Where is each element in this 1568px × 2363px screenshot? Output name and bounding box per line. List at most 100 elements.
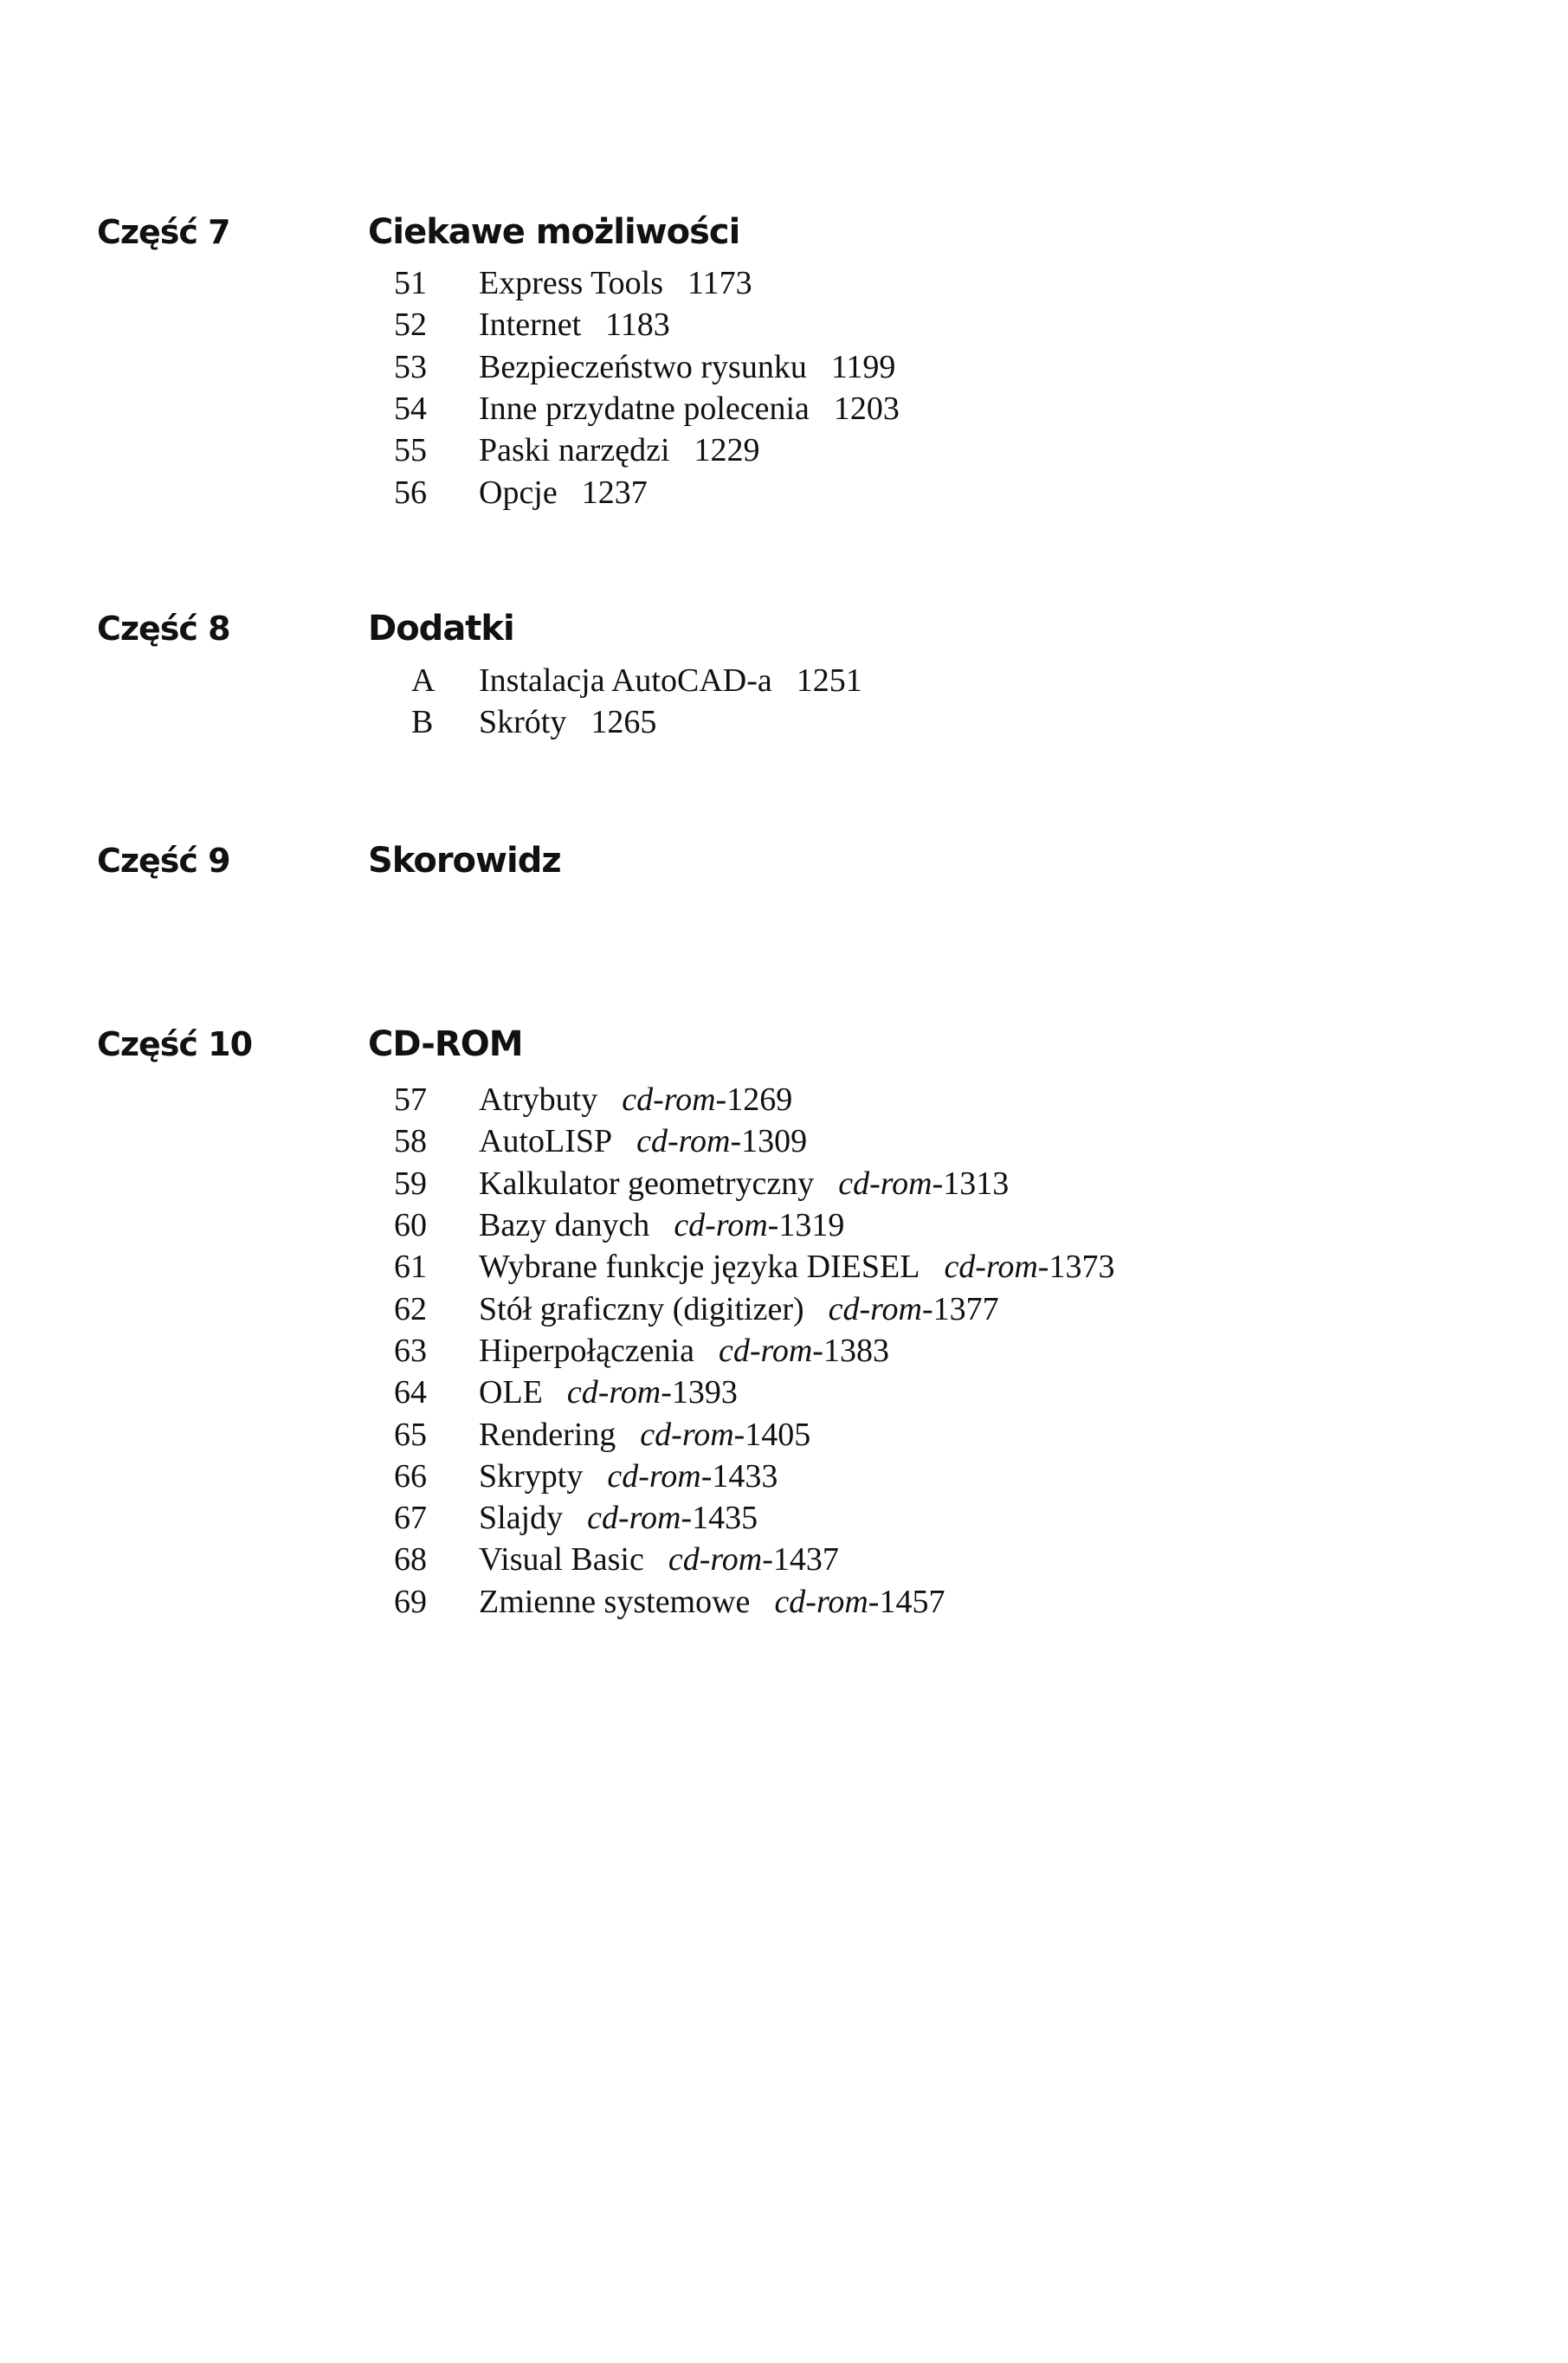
page-reference: cd-rom-1377 <box>829 1290 999 1328</box>
toc-entry: 62 Stół graficzny (digitizer) cd-rom-1377 <box>394 1288 1114 1329</box>
toc-entry: B Skróty 1265 <box>394 701 862 743</box>
page-number: 1203 <box>833 391 900 428</box>
chapter-title: OLE <box>479 1374 543 1411</box>
cd-rom-prefix: cd-rom- <box>674 1207 779 1244</box>
part-title: Dodatki <box>368 609 515 649</box>
page-reference: 1265 <box>590 703 656 741</box>
page-reference: cd-rom-1383 <box>719 1332 889 1370</box>
page-reference: cd-rom-1319 <box>674 1206 844 1244</box>
toc-entry: 66 Skrypty cd-rom-1433 <box>394 1456 1114 1497</box>
page-reference: 1199 <box>831 348 896 386</box>
toc-entry: 55 Paski narzędzi 1229 <box>394 429 900 471</box>
chapter-number: 61 <box>394 1249 427 1286</box>
chapter-title: Express Tools <box>479 265 664 302</box>
chapter-title: Bazy danych <box>479 1207 650 1244</box>
chapter-number: 62 <box>394 1290 427 1327</box>
page-reference: 1173 <box>687 264 752 302</box>
chapter-number: 56 <box>394 474 427 511</box>
page-reference: cd-rom-1309 <box>636 1122 807 1160</box>
chapter-title: Kalkulator geometryczny <box>479 1165 815 1202</box>
chapter-title: Slajdy <box>479 1500 564 1537</box>
chapter-number: 69 <box>394 1583 427 1620</box>
page-number: 1237 <box>581 474 648 511</box>
chapter-title: Paski narzędzi <box>479 432 670 469</box>
toc-entry: 58 AutoLISP cd-rom-1309 <box>394 1120 1114 1162</box>
cd-rom-prefix: cd-rom- <box>774 1583 880 1620</box>
page-reference: cd-rom-1437 <box>668 1540 839 1579</box>
toc-entry: 68 Visual Basic cd-rom-1437 <box>394 1539 1114 1580</box>
toc-entry: 56 Opcje 1237 <box>394 471 900 513</box>
cd-rom-prefix: cd-rom- <box>944 1249 1049 1286</box>
part-label: Część 7 <box>97 213 231 251</box>
page-number: 1437 <box>772 1541 839 1579</box>
page-number: 1229 <box>694 432 760 469</box>
page-reference: 1183 <box>605 306 670 344</box>
page-number: 1251 <box>796 662 862 700</box>
page-number: 1183 <box>605 307 670 344</box>
page-reference: 1251 <box>797 662 862 700</box>
page-number: 1313 <box>943 1165 1010 1202</box>
chapter-number: B <box>411 704 434 741</box>
chapter-title: Visual Basic <box>479 1541 644 1579</box>
chapter-number: 59 <box>394 1165 427 1202</box>
chapter-number: A <box>411 662 436 700</box>
page-reference: cd-rom-1457 <box>774 1583 945 1621</box>
page-number: 1435 <box>692 1500 758 1537</box>
chapter-title: Inne przydatne polecenia <box>479 391 810 428</box>
chapter-title: Instalacja AutoCAD-a <box>479 662 772 700</box>
cd-rom-prefix: cd-rom- <box>636 1123 742 1160</box>
page-number: 1433 <box>712 1457 778 1495</box>
chapter-title: Zmienne systemowe <box>479 1583 751 1620</box>
page-number: 1199 <box>830 348 896 385</box>
chapter-number: 52 <box>394 307 427 344</box>
chapter-number: 58 <box>394 1123 427 1160</box>
page-number: 1173 <box>687 265 752 302</box>
chapter-title: Skróty <box>479 704 567 741</box>
cd-rom-prefix: cd-rom- <box>566 1374 672 1411</box>
chapter-title: Wybrane funkcje języka DIESEL <box>479 1249 920 1286</box>
entry-list: A Instalacja AutoCAD-a 1251 B Skróty 1265 <box>394 660 862 744</box>
page-number: 1373 <box>1049 1249 1115 1286</box>
part-title: Ciekawe możliwości <box>368 212 740 252</box>
toc-entry: 52 Internet 1183 <box>394 304 900 345</box>
cd-rom-prefix: cd-rom- <box>718 1332 823 1369</box>
page-reference: cd-rom-1269 <box>622 1081 792 1119</box>
toc-entry: 64 OLE cd-rom-1393 <box>394 1372 1114 1413</box>
page-number: 1377 <box>932 1290 999 1327</box>
chapter-number: 63 <box>394 1332 427 1369</box>
chapter-title: Bezpieczeństwo rysunku <box>479 348 807 385</box>
page-number: 1393 <box>671 1374 738 1411</box>
toc-entry: 61 Wybrane funkcje języka DIESEL cd-rom-13… <box>394 1246 1114 1288</box>
part-label: Część 9 <box>97 842 231 880</box>
chapter-number: 64 <box>394 1374 427 1411</box>
cd-rom-prefix: cd-rom- <box>587 1500 693 1537</box>
chapter-number: 57 <box>394 1081 427 1119</box>
cd-rom-prefix: cd-rom- <box>622 1081 727 1119</box>
page-number: 1405 <box>745 1416 811 1453</box>
part-label: Część 10 <box>97 1025 253 1063</box>
page-number: 1265 <box>590 704 657 741</box>
part-title: Skorowidz <box>368 841 562 881</box>
chapter-number: 66 <box>394 1457 427 1495</box>
chapter-number: 67 <box>394 1500 427 1537</box>
chapter-number: 51 <box>394 265 427 302</box>
chapter-number: 55 <box>394 432 427 469</box>
part-title: CD-ROM <box>368 1024 524 1064</box>
chapter-title: Opcje <box>479 474 558 511</box>
toc-entry: 57 Atrybuty cd-rom-1269 <box>394 1079 1114 1120</box>
page-reference: 1229 <box>694 431 760 469</box>
part-label: Część 8 <box>97 610 231 648</box>
cd-rom-prefix: cd-rom- <box>640 1416 745 1453</box>
chapter-title: Rendering <box>479 1416 616 1453</box>
page-reference: cd-rom-1313 <box>838 1165 1009 1203</box>
page-number: 1383 <box>823 1332 889 1369</box>
page-reference: cd-rom-1373 <box>944 1248 1114 1286</box>
chapter-number: 54 <box>394 391 427 428</box>
page-reference: cd-rom-1433 <box>607 1457 778 1495</box>
cd-rom-prefix: cd-rom- <box>607 1457 713 1495</box>
cd-rom-prefix: cd-rom- <box>668 1541 773 1579</box>
chapter-title: Internet <box>479 307 582 344</box>
page-reference: cd-rom-1393 <box>567 1373 738 1411</box>
toc-entry: A Instalacja AutoCAD-a 1251 <box>394 660 862 701</box>
toc-entry: 51 Express Tools 1173 <box>394 262 900 304</box>
